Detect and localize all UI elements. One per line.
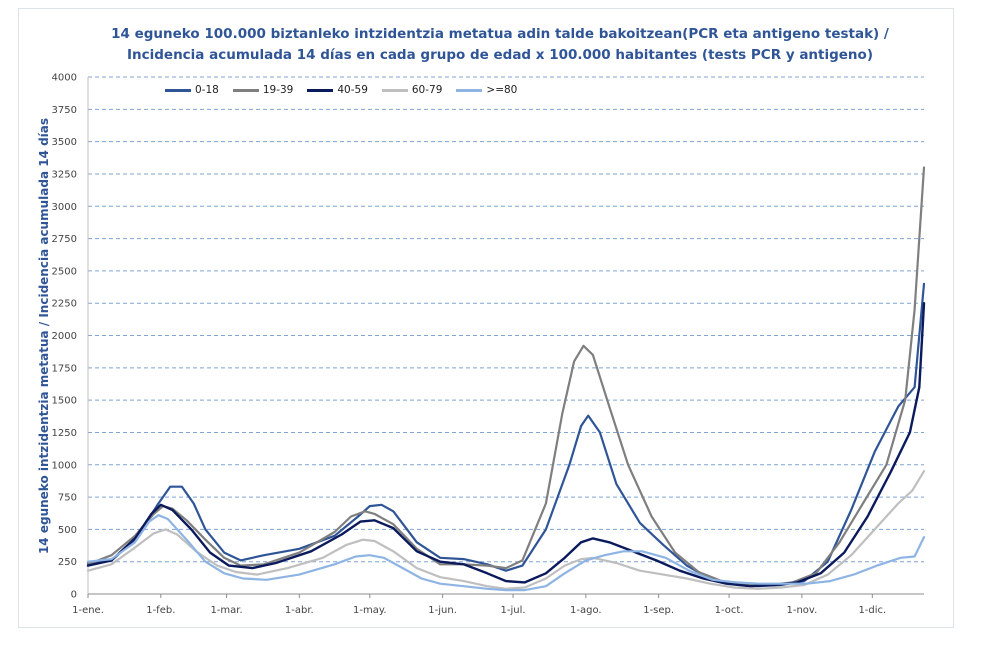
- legend-label: 19-39: [262, 84, 294, 96]
- legend-item: 0-18: [165, 84, 219, 96]
- legend-item: 60-79: [381, 84, 443, 96]
- y-tick-label: 0: [71, 590, 77, 601]
- legend-swatch: [381, 88, 408, 92]
- y-tick-label: 3250: [52, 169, 77, 180]
- y-tick-label: 3000: [52, 202, 77, 213]
- x-tick-label: 1-ago.: [570, 605, 602, 616]
- series-line-60-79: [86, 470, 926, 590]
- legend: 0-18 19-39 40-59 60-79 >=80: [165, 84, 517, 96]
- y-tick-label: 2250: [52, 299, 77, 310]
- x-tick-label: 1-jun.: [428, 605, 457, 616]
- x-tick-label: 1-oct.: [715, 605, 744, 616]
- y-tick-label: 500: [58, 525, 77, 536]
- legend-item: 40-59: [307, 84, 368, 96]
- y-tick-label: 2500: [52, 266, 77, 277]
- legend-item: >=80: [456, 84, 517, 96]
- y-tick-label: 2000: [52, 331, 77, 342]
- y-tick-label: 250: [58, 557, 77, 568]
- x-tick-label: 1-ene.: [72, 605, 104, 616]
- x-tick-label: 1-sep.: [643, 605, 674, 616]
- legend-swatch: [165, 88, 191, 92]
- legend-item: 19-39: [232, 84, 294, 96]
- y-tick-label: 1500: [52, 396, 77, 407]
- y-tick-label: 4000: [52, 73, 77, 84]
- legend-swatch: [307, 88, 334, 92]
- series-line-40-59: [86, 302, 926, 588]
- legend-swatch: [456, 88, 483, 92]
- y-tick-label: 1000: [52, 460, 77, 471]
- y-tick-label: 3500: [52, 137, 77, 148]
- series-line-19-39: [86, 166, 926, 587]
- legend-swatch: [232, 88, 259, 92]
- x-tick-label: 1-nov.: [787, 605, 818, 616]
- legend-label: >=80: [486, 84, 518, 96]
- series-line->=80: [86, 514, 926, 592]
- legend-label: 40-59: [337, 84, 368, 96]
- y-tick-label: 1750: [52, 363, 77, 374]
- x-tick-label: 1-dic.: [858, 605, 886, 616]
- y-tick-label: 3750: [52, 105, 77, 116]
- x-tick-label: 1-feb.: [146, 605, 175, 616]
- chart-title: 14 eguneko 100.000 biztanleko intzidentz…: [111, 26, 889, 42]
- x-tick-label: 1-abr.: [285, 605, 314, 616]
- x-tick-label: 1-may.: [353, 605, 387, 616]
- x-tick-label: 1-jul.: [501, 605, 526, 616]
- x-tick-label: 1-mar.: [210, 605, 242, 616]
- series-line-0-18: [86, 282, 926, 588]
- legend-label: 60-79: [411, 84, 443, 96]
- y-tick-label: 750: [58, 493, 77, 504]
- chart-subtitle: Incidencia acumulada 14 días en cada gru…: [126, 47, 873, 63]
- legend-label: 0-18: [195, 84, 219, 96]
- y-tick-label: 1250: [52, 428, 77, 439]
- y-tick-label: 2750: [52, 234, 77, 245]
